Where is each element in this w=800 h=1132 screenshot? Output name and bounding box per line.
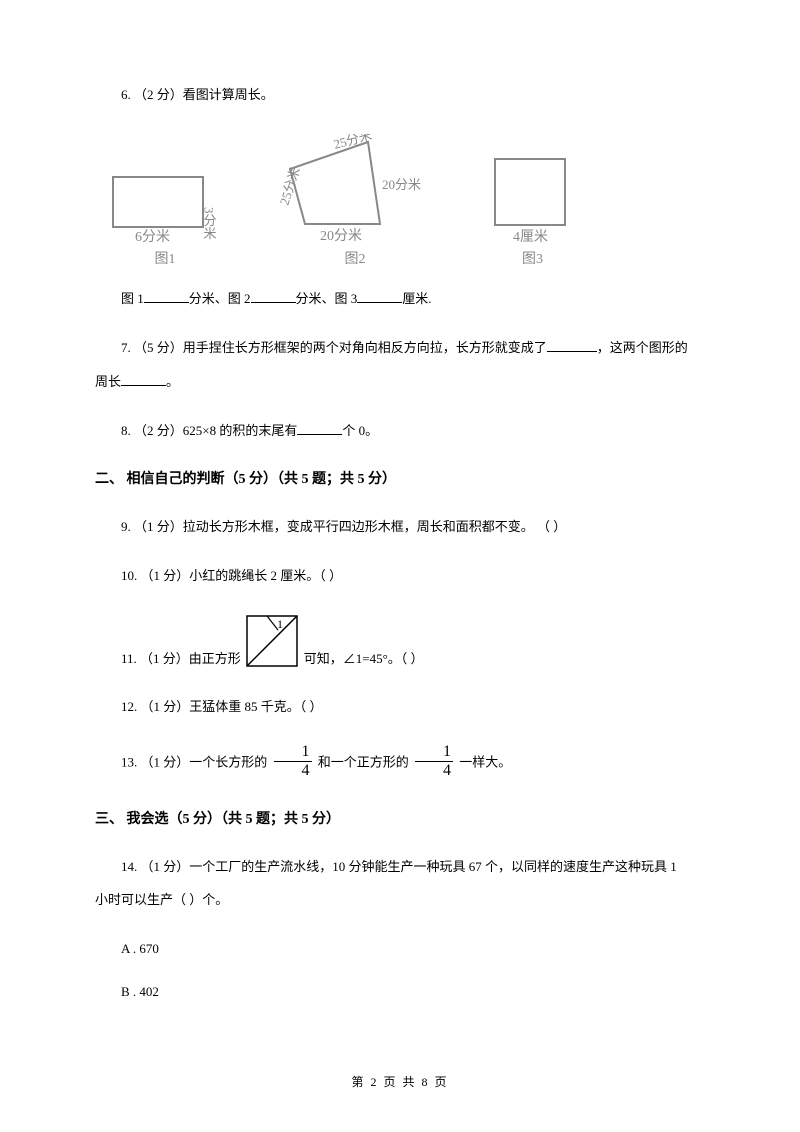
q11-suffix: 可知，∠1=45°。（ ） [304,649,424,670]
svg-text:20分米: 20分米 [382,177,421,192]
blank[interactable] [121,372,166,386]
section-3-heading: 三、 我会选（5 分）（共 5 题；共 5 分） [95,809,705,831]
q13-prefix: 13. （1 分）一个长方形的 [121,755,271,770]
question-8: 8. （2 分）625×8 的积的末尾有 个 0。 [95,421,705,442]
q6-label: 6. （2 分）看图计算周长。 [121,87,274,102]
q6a-u1: 分米、图 2 [189,291,251,306]
q8-suffix: 个 0。 [342,423,378,438]
question-6: 6. （2 分）看图计算周长。 [95,85,705,106]
question-14-line2: 小时可以生产（ ）个。 [95,890,705,911]
page-footer: 第 2 页 共 8 页 [0,1073,800,1092]
option-a: A . 670 [95,939,705,960]
q8-prefix: 8. （2 分）625×8 的积的末尾有 [121,423,297,438]
question-12: 12. （1 分）王猛体重 85 千克。（ ） [95,697,705,718]
option-b: B . 402 [95,982,705,1003]
q7-line2: 周长 [95,374,121,389]
fig1-caption: 图1 [155,249,176,271]
q7-mid: ，这两个图形的 [597,340,688,355]
q11-prefix: 11. （1 分）由正方形 [121,649,241,670]
q6-answer-line: 图 1 分米、图 2 分米、图 3 厘米. [95,289,705,310]
blank[interactable] [357,289,402,303]
blank[interactable] [251,289,296,303]
fig1-width: 6分米 [135,229,170,244]
blank[interactable] [297,421,342,435]
q7-prefix: 7. （5 分）用手捏住长方形框架的两个对角向相反方向拉，长方形就变成了 [121,340,547,355]
q6a-p1: 图 1 [121,291,144,306]
fig2-svg: 25分米 25分米 20分米 20分米 [280,134,430,244]
svg-text:1: 1 [277,617,283,631]
fig2-caption: 图2 [345,249,366,271]
figure-1: 3分米 6分米 图1 [105,169,225,271]
blank[interactable] [547,338,597,352]
fraction-1-4: 14 [415,744,453,779]
svg-text:4厘米: 4厘米 [513,229,548,244]
question-13: 13. （1 分）一个长方形的 14 和一个正方形的 14 一样大。 [95,746,705,781]
fraction-1-4: 14 [274,744,312,779]
fig3-svg: 4厘米 [485,154,580,244]
section-2-heading: 二、 相信自己的判断（5 分）（共 5 题；共 5 分） [95,469,705,491]
q6-figures: 3分米 6分米 图1 25分米 25分米 20分米 20分米 图2 4厘米 图3 [105,134,705,271]
q6a-u2: 分米、图 3 [296,291,358,306]
q13-mid: 和一个正方形的 [318,755,412,770]
question-7-line2: 周长 。 [95,372,705,393]
question-14: 14. （1 分）一个工厂的生产流水线，10 分钟能生产一种玩具 67 个，以同… [95,857,705,878]
fig1-svg: 3分米 6分米 [105,169,225,244]
question-10: 10. （1 分）小红的跳绳长 2 厘米。（ ） [95,566,705,587]
figure-2: 25分米 25分米 20分米 20分米 图2 [280,134,430,271]
q7-suffix: 。 [166,374,179,389]
question-9: 9. （1 分）拉动长方形木框，变成平行四边形木框，周长和面积都不变。 （ ） [95,517,705,538]
figure-3: 4厘米 图3 [485,154,580,271]
fig3-caption: 图3 [522,249,543,271]
blank[interactable] [144,289,189,303]
q11-figure: 1 [245,614,300,669]
question-7: 7. （5 分）用手捏住长方形框架的两个对角向相反方向拉，长方形就变成了 ，这两个… [95,338,705,359]
svg-text:25分米: 25分米 [332,134,374,152]
svg-text:20分米: 20分米 [320,228,362,244]
q13-suffix: 一样大。 [459,755,511,770]
q6a-u3: 厘米. [402,291,431,306]
svg-text:3分米: 3分米 [202,207,217,240]
question-11: 11. （1 分）由正方形 1 可知，∠1=45°。（ ） [95,614,705,669]
